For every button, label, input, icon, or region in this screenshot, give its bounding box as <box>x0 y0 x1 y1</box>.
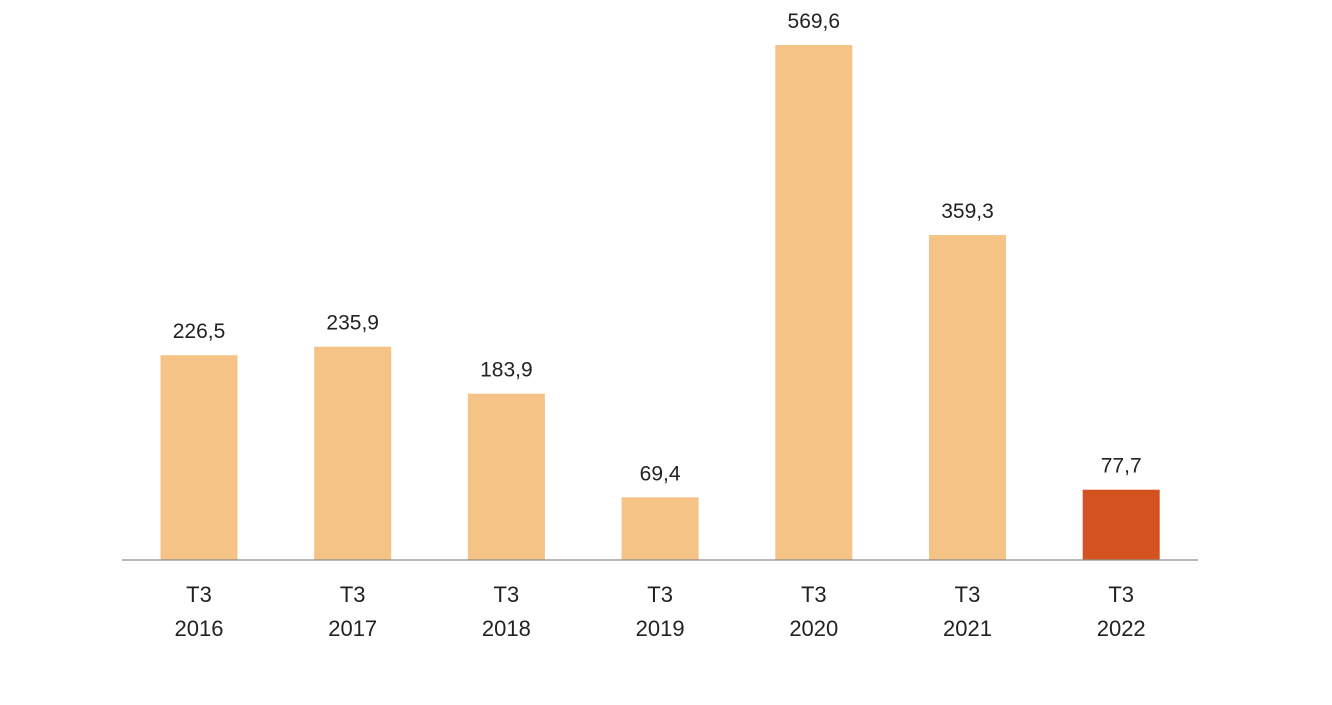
bar-T3-2020 <box>775 45 853 560</box>
bar-T3-2017 <box>314 346 392 560</box>
x-tick-label: 2021 <box>943 616 992 641</box>
x-tick-label: T3 <box>955 582 981 607</box>
x-tick-label: 2022 <box>1097 616 1146 641</box>
x-tick-label: 2017 <box>328 616 377 641</box>
value-labels-group: 226,5 235,9 183,9 69,4 569,6 359,3 77,7 <box>173 10 1142 485</box>
value-label: 69,4 <box>640 462 681 485</box>
x-tick-label: T3 <box>647 582 673 607</box>
x-tick-label: 2019 <box>636 616 685 641</box>
x-tick-label: 2016 <box>175 616 224 641</box>
x-tick-labels-group: T3 2016 T3 2017 T3 2018 T3 2019 T3 2020 T3 2021 T3 20… <box>175 582 1146 641</box>
bars-group <box>160 45 1160 560</box>
value-label: 235,9 <box>326 312 379 335</box>
bar-T3-2021 <box>929 235 1006 560</box>
x-tick-label: T3 <box>801 582 827 607</box>
x-tick-label: T3 <box>186 582 212 607</box>
bar-T3-2019 <box>621 497 699 560</box>
x-tick-label: 2018 <box>482 616 531 641</box>
value-label: 183,9 <box>480 359 533 382</box>
value-label: 359,3 <box>941 200 994 223</box>
bar-T3-2018 <box>467 393 545 560</box>
x-tick-label: T3 <box>1108 582 1134 607</box>
x-tick-label: T3 <box>494 582 520 607</box>
value-label: 226,5 <box>173 320 226 343</box>
x-tick-label: 2020 <box>789 616 838 641</box>
value-label: 569,6 <box>788 10 841 33</box>
x-tick-label: T3 <box>340 582 366 607</box>
bar-T3-2022 <box>1082 489 1160 560</box>
bar-T3-2016 <box>160 355 238 560</box>
value-label: 77,7 <box>1101 455 1142 478</box>
